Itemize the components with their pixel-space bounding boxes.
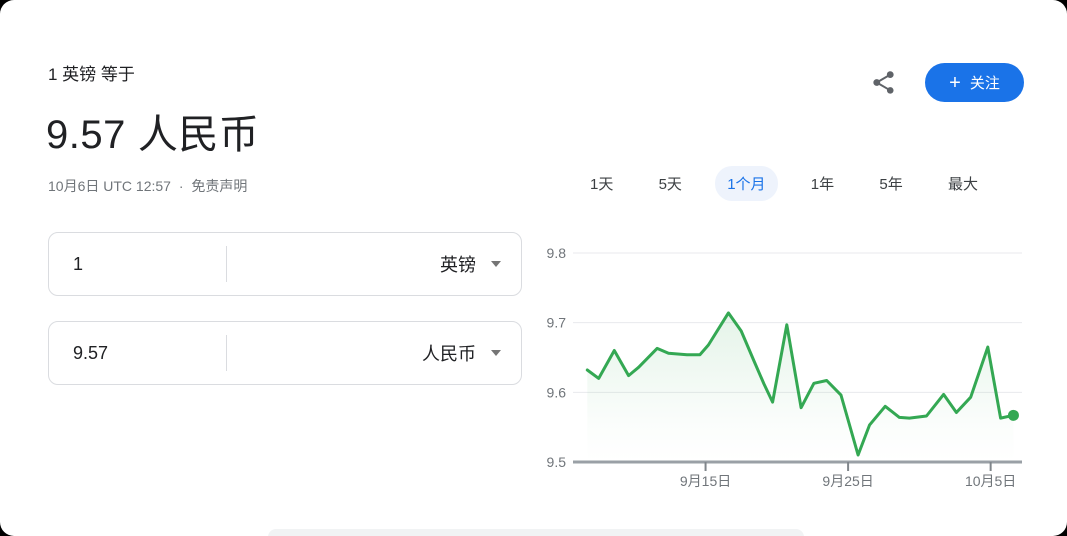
to-currency-select[interactable]: 人民币 [408,322,521,384]
follow-button[interactable]: + 关注 [925,63,1024,102]
from-amount-box: 1 英镑 [48,232,522,296]
tab-max[interactable]: 最大 [936,166,990,201]
chevron-down-icon [491,261,501,267]
share-button[interactable] [863,62,903,102]
to-amount-input[interactable]: 9.57 [73,343,109,363]
svg-text:9月25日: 9月25日 [822,473,873,489]
time-range-tabs: 1天 5天 1个月 1年 5年 最大 [578,165,990,201]
tab-1y[interactable]: 1年 [799,166,846,201]
rate-value: 9.57 [46,113,126,157]
rate-headline: 9.57 人民币 [46,102,259,160]
tab-5y[interactable]: 5年 [867,166,914,201]
tab-5d[interactable]: 5天 [647,166,694,201]
tab-1m[interactable]: 1个月 [715,165,778,201]
chevron-down-icon [491,350,501,356]
separator-dot: · [178,178,184,194]
svg-text:9.7: 9.7 [547,315,567,331]
disclaimer-link[interactable]: 免责声明 [191,178,248,194]
next-section-card-top [268,529,804,536]
plus-icon: + [949,71,961,94]
to-currency-label: 人民币 [422,344,476,364]
to-amount-box: 9.57 人民币 [48,321,522,385]
tab-1d[interactable]: 1天 [578,166,625,201]
follow-button-label: 关注 [969,75,1000,92]
from-amount-input[interactable]: 1 [73,254,84,274]
svg-text:10月5日: 10月5日 [965,473,1016,489]
timestamp-text: 10月6日 UTC 12:57 [48,178,171,194]
rate-timestamp: 10月6日 UTC 12:57 · 免责声明 [48,176,251,196]
input-divider [226,335,227,371]
from-currency-select[interactable]: 英镑 [426,233,521,295]
exchange-rate-chart[interactable]: 9.5 9.6 9.7 9.8 9月15日 9月25日 10月5日 [540,238,1032,500]
svg-text:9月15日: 9月15日 [680,473,731,489]
svg-text:9.6: 9.6 [547,384,567,400]
input-divider [226,246,227,282]
svg-text:9.5: 9.5 [547,454,567,470]
rate-currency: 人民币 [137,113,260,157]
svg-text:9.8: 9.8 [547,245,567,261]
share-icon [870,69,897,96]
conversion-subtitle: 1 英镑 等于 [48,65,135,84]
from-currency-label: 英镑 [440,255,476,275]
